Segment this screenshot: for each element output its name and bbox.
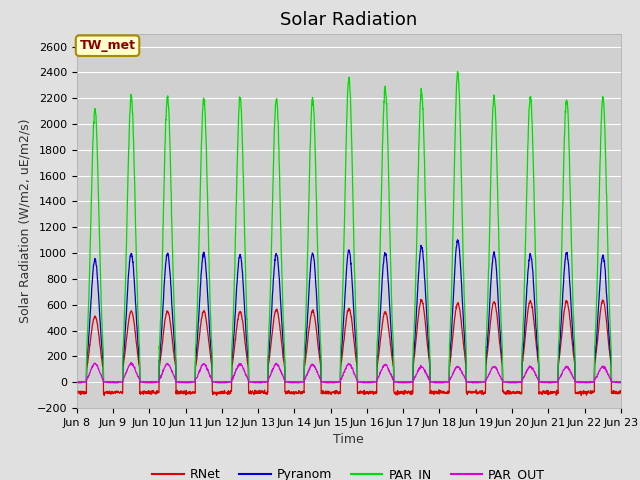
- Pyranom: [454, 237, 461, 243]
- PAR_OUT: [508, 379, 515, 385]
- Pyranom: [507, 380, 515, 385]
- X-axis label: Time: Time: [333, 433, 364, 446]
- Pyranom: [584, 379, 592, 384]
- Legend: RNet, Pyranom, PAR_IN, PAR_OUT: RNet, Pyranom, PAR_IN, PAR_OUT: [147, 463, 550, 480]
- PAR_IN: [225, 379, 232, 384]
- RNet: [100, 393, 108, 398]
- Text: TW_met: TW_met: [79, 39, 136, 52]
- PAR_IN: [617, 380, 625, 386]
- RNet: [584, 388, 592, 394]
- PAR_IN: [365, 380, 372, 386]
- RNet: [417, 297, 425, 302]
- RNet: [617, 389, 625, 395]
- Pyranom: [376, 314, 384, 320]
- Line: RNet: RNet: [77, 300, 621, 396]
- RNet: [225, 391, 232, 396]
- PAR_OUT: [617, 380, 625, 385]
- Pyranom: [73, 380, 81, 385]
- RNet: [73, 390, 81, 396]
- Line: PAR_OUT: PAR_OUT: [77, 362, 621, 383]
- PAR_IN: [569, 297, 577, 303]
- RNet: [570, 349, 577, 355]
- Line: PAR_IN: PAR_IN: [77, 72, 621, 383]
- PAR_IN: [507, 380, 515, 386]
- PAR_OUT: [225, 379, 233, 385]
- Y-axis label: Solar Radiation (W/m2, uE/m2/s): Solar Radiation (W/m2, uE/m2/s): [18, 119, 31, 323]
- Line: Pyranom: Pyranom: [77, 240, 621, 383]
- PAR_IN: [454, 69, 461, 74]
- PAR_IN: [584, 380, 592, 386]
- RNet: [508, 390, 515, 396]
- PAR_OUT: [73, 380, 81, 385]
- PAR_OUT: [365, 379, 372, 385]
- PAR_OUT: [584, 380, 592, 385]
- Pyranom: [569, 334, 577, 340]
- Pyranom: [225, 379, 232, 384]
- Pyranom: [365, 379, 372, 384]
- PAR_IN: [73, 380, 81, 386]
- PAR_OUT: [127, 360, 135, 365]
- PAR_OUT: [377, 368, 385, 374]
- PAR_OUT: [570, 374, 577, 380]
- PAR_OUT: [73, 379, 81, 385]
- Title: Solar Radiation: Solar Radiation: [280, 11, 417, 29]
- RNet: [365, 391, 372, 397]
- RNet: [376, 337, 384, 343]
- PAR_IN: [376, 249, 384, 254]
- Pyranom: [617, 379, 625, 384]
